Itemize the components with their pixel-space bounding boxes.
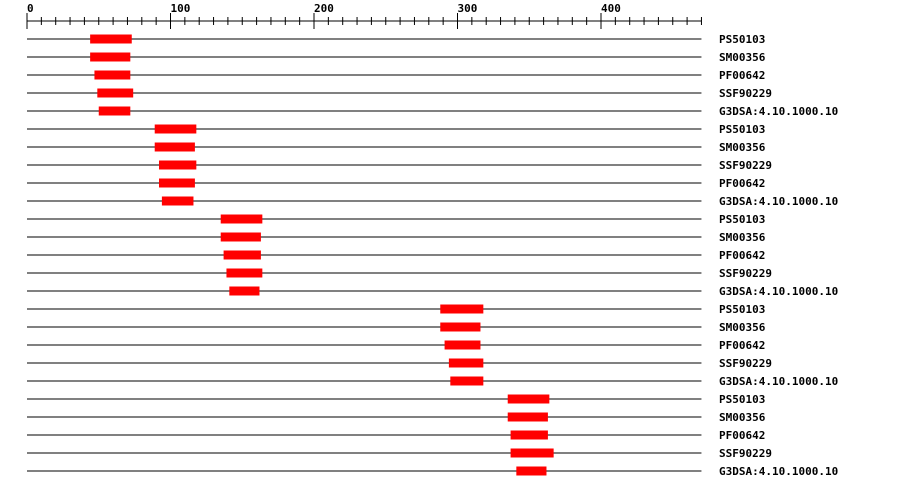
track-label: PF00642 [719, 339, 765, 352]
track-label: G3DSA:4.10.1000.10 [719, 465, 838, 478]
track-row: PS50103 [27, 123, 765, 136]
domain-bar [159, 160, 197, 170]
domain-bar [226, 268, 263, 278]
track-label: PF00642 [719, 177, 765, 190]
domain-bar [90, 52, 131, 62]
domain-bar [507, 394, 550, 404]
domain-bar [450, 376, 484, 386]
domain-bar [516, 466, 547, 476]
track-row: PS50103 [27, 33, 765, 46]
tick-label: 100 [171, 2, 191, 15]
track-row: G3DSA:4.10.1000.10 [27, 195, 838, 208]
track-row: PF00642 [27, 339, 765, 352]
track-label: SSF90229 [719, 159, 772, 172]
track-row: SM00356 [27, 321, 766, 334]
domain-bar [97, 88, 134, 98]
track-row: SSF90229 [27, 447, 772, 460]
domain-bar [220, 232, 261, 242]
track-label: SSF90229 [719, 87, 772, 100]
domain-bar [510, 448, 554, 458]
track-label: PF00642 [719, 249, 765, 262]
track-label: SM00356 [719, 231, 766, 244]
track-row: PF00642 [27, 249, 765, 262]
axis: 0 100 200 300 400 [26, 2, 702, 29]
track-row: PS50103 [27, 303, 765, 316]
track-label: SM00356 [719, 141, 766, 154]
track-label: G3DSA:4.10.1000.10 [719, 285, 838, 298]
domain-bar [154, 142, 195, 152]
domain-bar [159, 178, 195, 188]
domain-bar [229, 286, 260, 296]
track-label: SSF90229 [719, 267, 772, 280]
track-row: PF00642 [27, 429, 765, 442]
track-row: G3DSA:4.10.1000.10 [27, 285, 838, 298]
domain-bar [507, 412, 548, 422]
track-label: G3DSA:4.10.1000.10 [719, 195, 838, 208]
domain-bar [98, 106, 131, 116]
track-row: G3DSA:4.10.1000.10 [27, 375, 838, 388]
tick-label: 400 [601, 2, 621, 15]
track-row: SSF90229 [27, 267, 772, 280]
track-label: PS50103 [719, 33, 765, 46]
track-row: SM00356 [27, 231, 766, 244]
track-row: PS50103 [27, 213, 765, 226]
track-label: SSF90229 [719, 447, 772, 460]
track-row: PF00642 [27, 69, 765, 82]
track-label: G3DSA:4.10.1000.10 [719, 105, 838, 118]
domain-bar [94, 70, 131, 80]
track-label: PS50103 [719, 393, 765, 406]
track-row: SM00356 [27, 141, 766, 154]
domain-bar [223, 250, 261, 260]
track-label: PS50103 [719, 213, 765, 226]
track-label: SM00356 [719, 411, 766, 424]
domain-bar [154, 124, 197, 134]
track-row: G3DSA:4.10.1000.10 [27, 465, 838, 478]
track-label: SM00356 [719, 51, 766, 64]
domain-bar [440, 322, 481, 332]
tick-label: 200 [314, 2, 334, 15]
track-row: SM00356 [27, 51, 766, 64]
domain-bar [220, 214, 263, 224]
track-row: SM00356 [27, 411, 766, 424]
domain-bar [510, 430, 548, 440]
domain-bar [90, 34, 132, 44]
track-label: G3DSA:4.10.1000.10 [719, 375, 838, 388]
track-row: G3DSA:4.10.1000.10 [27, 105, 838, 118]
tick-label: 300 [458, 2, 478, 15]
track-row: PF00642 [27, 177, 765, 190]
tick-label: 0 [27, 2, 34, 15]
track-label: SM00356 [719, 321, 766, 334]
track-label: PF00642 [719, 69, 765, 82]
domain-bar [448, 358, 484, 368]
track-label: SSF90229 [719, 357, 772, 370]
domain-bar [440, 304, 484, 314]
track-label: PF00642 [719, 429, 765, 442]
domain-bar [444, 340, 481, 350]
track-row: PS50103 [27, 393, 765, 406]
track-label: PS50103 [719, 303, 765, 316]
track-label: PS50103 [719, 123, 765, 136]
track-row: SSF90229 [27, 87, 772, 100]
domain-bar [161, 196, 194, 206]
track-row: SSF90229 [27, 159, 772, 172]
track-row: SSF90229 [27, 357, 772, 370]
